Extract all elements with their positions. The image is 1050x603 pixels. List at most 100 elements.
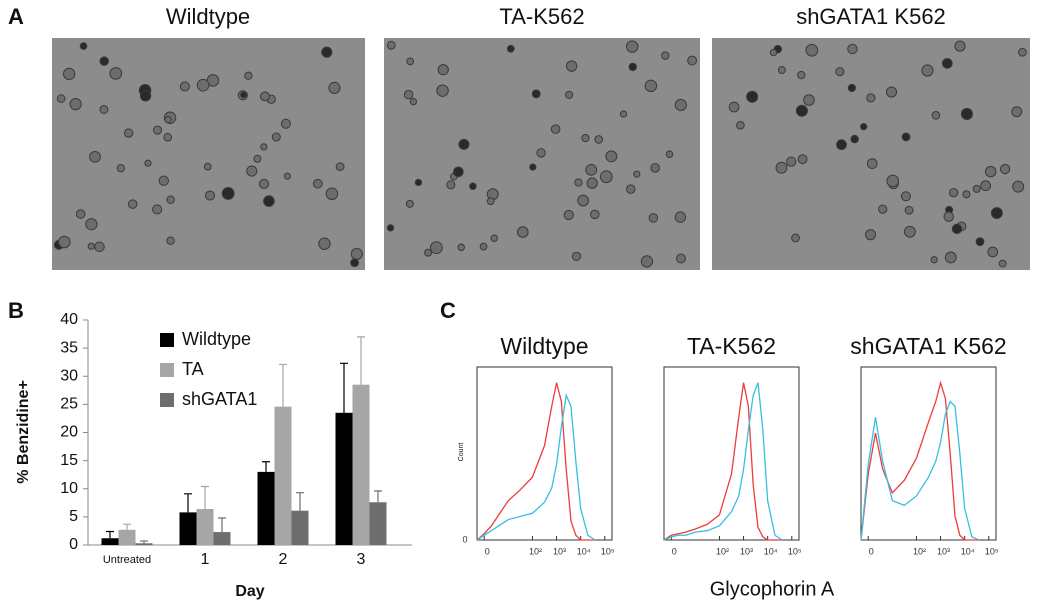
cell [674, 211, 687, 223]
cell [674, 98, 687, 112]
legend-swatch [160, 333, 174, 347]
cell [900, 191, 911, 202]
cell [253, 154, 262, 163]
cell [980, 180, 992, 192]
cell [94, 241, 105, 253]
x-tick-label: Untreated [103, 554, 151, 566]
bar [369, 502, 387, 545]
cell [350, 247, 363, 261]
cell [836, 139, 847, 151]
cell [429, 241, 443, 255]
cell [386, 224, 395, 232]
cell [221, 187, 235, 200]
x-tick-label: 10² [913, 546, 926, 556]
cell [244, 71, 253, 80]
plot-frame [860, 366, 997, 541]
cell [56, 94, 66, 103]
error-bar [123, 523, 131, 530]
cell [931, 110, 941, 120]
cell [904, 205, 914, 215]
cell [640, 255, 654, 268]
bar [196, 509, 214, 545]
cell [536, 148, 546, 158]
cell [866, 158, 878, 169]
panel-label: B [8, 298, 24, 323]
cell [335, 162, 345, 172]
x-tick-label: 10⁴ [961, 546, 975, 556]
cell [69, 98, 82, 111]
cell [152, 204, 163, 215]
histogram-title: TA-K562 [687, 333, 776, 359]
cell [123, 128, 134, 138]
cell [644, 79, 658, 93]
cell [577, 194, 589, 207]
panel-label: A [8, 4, 24, 29]
cell [318, 237, 331, 250]
cell [109, 67, 123, 80]
cell [574, 178, 583, 187]
cell [850, 134, 859, 144]
cell [127, 199, 138, 209]
cell [246, 165, 258, 177]
cell [565, 60, 578, 72]
y-tick-label: 0 [69, 536, 78, 553]
cell [424, 248, 433, 257]
cell [960, 107, 974, 121]
x-tick-label: 10² [716, 546, 729, 556]
histogram-title: Wildtype [500, 333, 588, 359]
y-tick-label: 40 [60, 311, 78, 328]
cell [550, 124, 561, 134]
cell [437, 64, 449, 76]
cell [458, 138, 470, 150]
cell [791, 233, 800, 243]
x-tick-label: 0 [672, 546, 677, 556]
cell [665, 150, 674, 159]
cell [797, 154, 808, 165]
cell [633, 170, 641, 178]
cell [258, 178, 270, 190]
cell [446, 180, 456, 190]
y-axis-label: Count [458, 443, 465, 462]
cell [163, 132, 173, 142]
cell [728, 101, 740, 113]
histogram-curve [476, 382, 596, 541]
cell [409, 97, 418, 106]
x-tick-label: 3 [357, 551, 366, 568]
cell [599, 170, 613, 184]
cell [271, 132, 281, 142]
bar [291, 510, 309, 545]
cell [990, 207, 1003, 220]
y-tick-label: 25 [60, 396, 78, 413]
cell [565, 90, 574, 99]
y-tick-label: 15 [60, 452, 78, 469]
x-tick-label: 10⁵ [788, 546, 802, 556]
plot-frame [476, 366, 613, 541]
cell [328, 81, 341, 95]
cell [490, 234, 498, 242]
cell [164, 116, 172, 124]
cell [453, 166, 464, 178]
cell [903, 225, 916, 238]
cell [975, 237, 985, 247]
bar [335, 412, 353, 545]
cell [943, 211, 954, 222]
cell [116, 164, 126, 173]
cell [152, 125, 163, 135]
legend-label: Wildtype [182, 329, 251, 349]
cell [75, 209, 86, 219]
cell [563, 209, 574, 221]
cell [803, 94, 815, 106]
error-bar [279, 363, 287, 407]
cell [885, 86, 898, 98]
x-axis-label: Day [235, 583, 264, 600]
image-title: Wildtype [166, 4, 250, 29]
cell [941, 57, 953, 69]
cell [786, 156, 797, 167]
x-tick-label: 10⁵ [985, 546, 999, 556]
cell [736, 120, 745, 130]
cell [847, 83, 856, 93]
cell [984, 165, 997, 178]
cell [87, 242, 95, 250]
cell [79, 42, 88, 50]
